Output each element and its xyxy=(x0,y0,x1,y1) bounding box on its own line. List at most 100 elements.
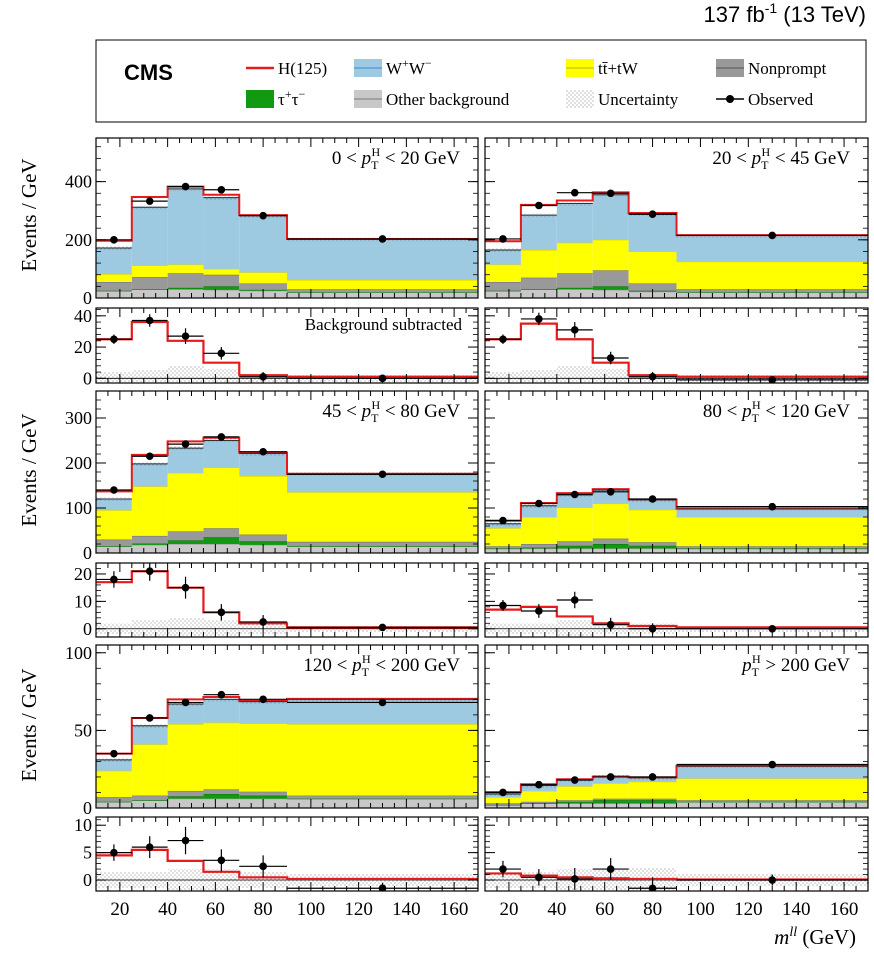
stack-bar xyxy=(592,798,629,801)
observed-point xyxy=(145,452,154,461)
stack-bar xyxy=(96,546,132,553)
observed-point xyxy=(570,596,579,604)
stack-bar xyxy=(203,467,240,529)
stack-bar xyxy=(167,544,204,553)
stack-bar xyxy=(96,247,132,275)
observed-point xyxy=(535,607,543,615)
signal-line xyxy=(485,191,868,243)
observed-point xyxy=(570,188,579,197)
stack-bar xyxy=(287,239,478,280)
signal-bar xyxy=(96,240,132,248)
x-tick-label: 40 xyxy=(158,899,177,920)
signal-line xyxy=(96,320,478,378)
stack-bar xyxy=(96,290,132,298)
x-tick-label: 60 xyxy=(595,899,614,920)
observed-point xyxy=(181,583,190,592)
stack-bar xyxy=(96,539,132,547)
stack-bar xyxy=(96,274,132,282)
observed-point xyxy=(535,873,543,882)
signal-bar xyxy=(556,200,593,204)
x-tick-label: 120 xyxy=(344,899,373,920)
observed-point xyxy=(499,335,507,344)
stack-bar xyxy=(676,261,868,290)
stack-bar xyxy=(556,803,593,808)
x-tick-label: 60 xyxy=(206,899,225,920)
subpanel-7 xyxy=(484,562,869,638)
stack-bar xyxy=(287,474,478,493)
observed-point xyxy=(145,843,154,851)
y-tick-label: 10 xyxy=(74,815,92,835)
stack-bar xyxy=(592,490,629,504)
y-tick-label: 400 xyxy=(65,172,92,192)
stack-bar xyxy=(203,268,240,275)
subpanel-1: 0 20 40 Background subtracted xyxy=(74,306,479,388)
stack-bar xyxy=(556,203,593,243)
stack-bar xyxy=(203,722,240,790)
observed-point xyxy=(606,620,615,629)
panel-label: pTH > 200 GeV xyxy=(740,652,850,679)
legend-entry-uncertainty: Uncertainty xyxy=(566,90,679,109)
stack-bar xyxy=(131,800,168,808)
stack-bar xyxy=(485,548,521,553)
y-tick-label: 100 xyxy=(65,498,92,518)
x-tick-label: 140 xyxy=(392,899,421,920)
plot-area xyxy=(485,488,868,553)
stack-bar xyxy=(485,523,521,529)
stack-bar xyxy=(520,289,557,298)
stack-bar xyxy=(203,544,240,553)
y-tick-label: 200 xyxy=(65,453,92,473)
stack-bar xyxy=(167,448,204,473)
stack-bar xyxy=(287,289,478,293)
stack-bar xyxy=(520,544,557,548)
subpanel-5: 0 10 20 xyxy=(74,562,479,639)
signal-bar xyxy=(131,717,168,726)
observed-point xyxy=(217,433,226,441)
observed-point xyxy=(606,865,615,873)
stack-bar xyxy=(167,287,204,290)
stack-bar xyxy=(96,801,132,808)
stack-bar xyxy=(96,282,132,291)
stack-bar xyxy=(203,789,240,795)
observed-point xyxy=(181,332,190,340)
plot-area xyxy=(96,690,478,808)
observed-point xyxy=(606,488,615,496)
uncertainty-band xyxy=(167,617,204,637)
stack-bar xyxy=(556,289,593,298)
uncertainty-band xyxy=(131,370,168,383)
stack-bar xyxy=(628,283,677,291)
stack-bar xyxy=(167,188,204,265)
observed-point xyxy=(110,486,118,494)
stack-bar xyxy=(239,534,287,542)
stack-bar xyxy=(131,207,168,266)
observed-point xyxy=(181,182,190,191)
stack-bar xyxy=(628,499,677,510)
observed-point xyxy=(110,749,118,758)
plot-area xyxy=(485,591,868,637)
stack-bar xyxy=(239,453,287,477)
signal-bar xyxy=(485,241,521,250)
observed-point xyxy=(499,516,507,525)
observed-point xyxy=(768,760,777,769)
stack-bar xyxy=(203,440,240,468)
uncertainty-band xyxy=(96,372,132,383)
stack-bar xyxy=(131,277,168,290)
observed-point xyxy=(145,567,154,576)
observed-point xyxy=(259,211,267,220)
signal-bar xyxy=(203,194,240,198)
y-tick-label: 200 xyxy=(65,230,92,250)
signal-line xyxy=(485,605,868,629)
panel-label: 80 < pTH < 120 GeV xyxy=(703,398,850,425)
panel-8: 0 50 100 120 < pTH < 200 GeV xyxy=(65,643,479,818)
stack-bar xyxy=(485,546,521,549)
stack-bar xyxy=(239,283,287,290)
stack-bar xyxy=(131,795,168,801)
panel-label: Background subtracted xyxy=(305,315,463,334)
stack-bar xyxy=(287,279,478,290)
signal-line xyxy=(485,764,868,794)
stack-bar xyxy=(628,213,677,252)
observed-point xyxy=(535,315,543,323)
stack-bar xyxy=(520,215,557,250)
stack-bar xyxy=(676,778,868,801)
stack-bar xyxy=(592,270,629,287)
